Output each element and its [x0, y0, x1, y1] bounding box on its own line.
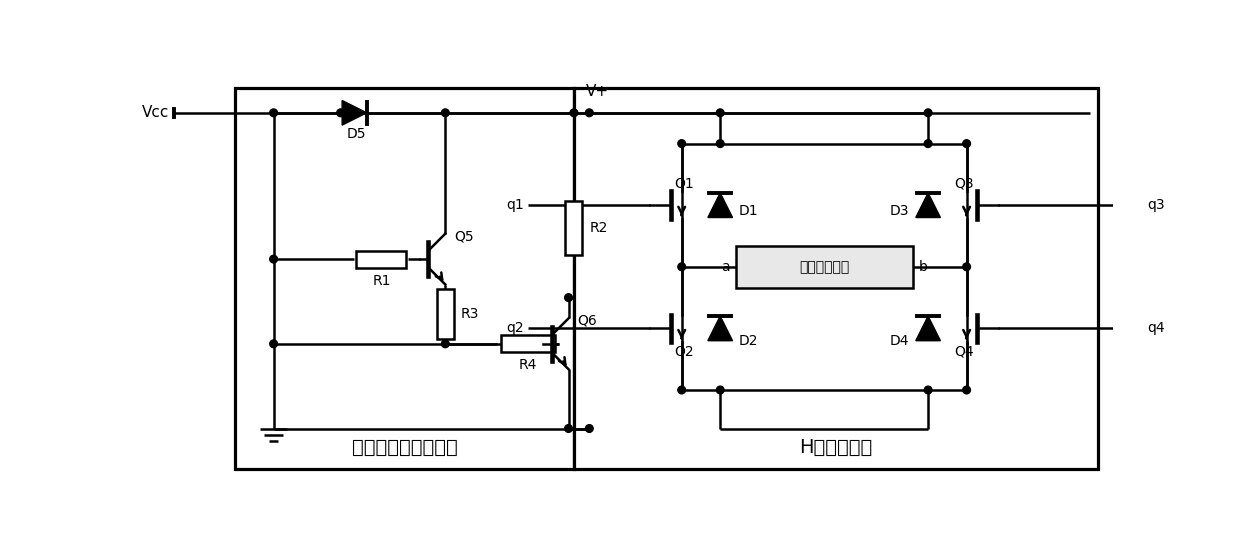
Text: R2: R2	[589, 221, 608, 235]
Text: a: a	[720, 260, 729, 274]
Circle shape	[924, 109, 932, 117]
Circle shape	[270, 340, 278, 347]
Bar	[501, 335, 554, 352]
Circle shape	[564, 294, 573, 301]
Text: q2: q2	[506, 321, 523, 335]
Circle shape	[924, 386, 932, 394]
Text: R3: R3	[461, 307, 479, 321]
Bar	[565, 201, 583, 255]
Text: R4: R4	[518, 359, 537, 372]
Circle shape	[717, 386, 724, 394]
Circle shape	[441, 109, 449, 117]
Text: q3: q3	[1147, 198, 1166, 212]
Text: D2: D2	[739, 334, 758, 348]
Bar	[735, 246, 913, 289]
Text: Q2: Q2	[675, 345, 694, 359]
Circle shape	[678, 386, 686, 394]
Polygon shape	[708, 193, 733, 218]
Circle shape	[270, 255, 278, 263]
Text: Q4: Q4	[955, 345, 975, 359]
Circle shape	[570, 109, 578, 117]
Text: Q1: Q1	[675, 176, 694, 190]
Circle shape	[924, 140, 932, 148]
Text: 磁力矩器本体: 磁力矩器本体	[799, 260, 849, 274]
Text: D4: D4	[890, 334, 910, 348]
Text: b: b	[919, 260, 928, 274]
Bar	[574, 88, 1097, 470]
Circle shape	[962, 386, 971, 394]
Text: V+: V+	[585, 84, 609, 99]
Circle shape	[678, 140, 686, 148]
Circle shape	[441, 340, 449, 347]
Text: Vcc: Vcc	[143, 105, 170, 120]
Text: D3: D3	[890, 204, 910, 218]
Text: Q6: Q6	[578, 314, 598, 327]
Text: Q3: Q3	[955, 176, 975, 190]
Circle shape	[962, 263, 971, 271]
Text: Q5: Q5	[455, 229, 474, 243]
Polygon shape	[342, 100, 367, 125]
Bar	[236, 88, 574, 470]
Text: D1: D1	[739, 204, 759, 218]
Circle shape	[337, 109, 345, 117]
Text: q4: q4	[1147, 321, 1166, 335]
Text: q1: q1	[506, 198, 523, 212]
Circle shape	[270, 109, 278, 117]
Circle shape	[962, 140, 971, 148]
Text: H桥驱动电路: H桥驱动电路	[799, 438, 872, 457]
Text: 大能量单独水放电路: 大能量单独水放电路	[352, 438, 458, 457]
Circle shape	[564, 425, 573, 432]
Text: R1: R1	[372, 274, 391, 287]
Circle shape	[585, 425, 593, 432]
Circle shape	[678, 263, 686, 271]
Circle shape	[717, 140, 724, 148]
Bar	[436, 289, 454, 339]
Polygon shape	[708, 316, 733, 341]
Polygon shape	[916, 316, 940, 341]
Polygon shape	[916, 193, 940, 218]
Circle shape	[717, 109, 724, 117]
Text: D5: D5	[346, 127, 366, 142]
Bar	[356, 251, 407, 268]
Circle shape	[585, 109, 593, 117]
